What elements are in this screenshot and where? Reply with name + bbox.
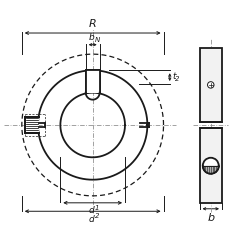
Text: 2: 2 bbox=[95, 213, 99, 219]
Circle shape bbox=[208, 82, 214, 88]
Bar bbox=[86, 70, 100, 93]
Text: R: R bbox=[89, 18, 96, 28]
Text: d: d bbox=[88, 206, 94, 215]
Bar bbox=[25, 117, 39, 133]
Text: 1: 1 bbox=[95, 205, 99, 211]
Circle shape bbox=[203, 158, 219, 174]
Text: t: t bbox=[173, 72, 176, 81]
Text: b: b bbox=[88, 33, 94, 42]
Text: d: d bbox=[88, 214, 94, 224]
Text: b: b bbox=[207, 213, 214, 223]
Bar bbox=[200, 128, 222, 203]
Bar bbox=[200, 48, 222, 122]
Text: N: N bbox=[94, 38, 100, 44]
Text: 2: 2 bbox=[175, 76, 180, 82]
Polygon shape bbox=[203, 166, 219, 174]
Bar bbox=[25, 117, 39, 133]
